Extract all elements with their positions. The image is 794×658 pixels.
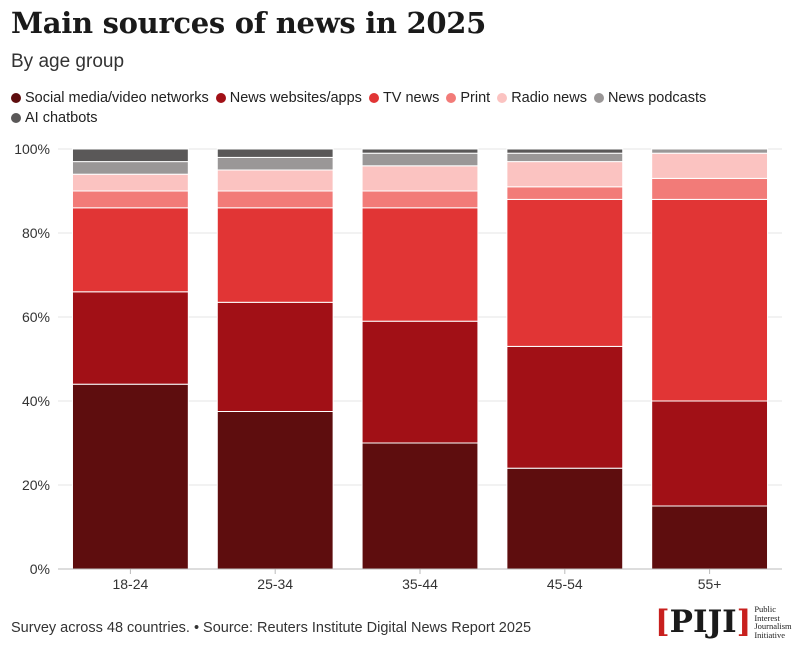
x-tick-label: 25-34 [257, 576, 293, 592]
bar-segment [506, 186, 624, 200]
x-tick-label: 18-24 [112, 576, 148, 592]
legend-label: Social media/video networks [25, 90, 209, 106]
legend-swatch [446, 93, 457, 103]
bar-segment [506, 148, 624, 154]
logo-mark: [PIJI] [655, 604, 752, 640]
legend-swatch [11, 113, 21, 123]
bar-segment [651, 152, 769, 179]
legend-item: News podcasts [593, 89, 707, 107]
bar-segment [216, 301, 334, 412]
stacked-bar-chart: 0% 20% 40% 60% 80% 100% 18-24 25-34 35-44 45-54 55… [14, 141, 782, 592]
source-note: Survey across 48 countries. • Source: Re… [11, 620, 532, 636]
legend-swatch [215, 93, 226, 103]
y-tick-label: 40% [22, 393, 50, 409]
y-tick-label: 100% [14, 141, 50, 157]
bar-segment [506, 467, 624, 570]
bar-segment [216, 169, 334, 192]
legend-label: AI chatbots [25, 110, 98, 126]
bar-segment [361, 148, 479, 154]
y-tick-label: 20% [22, 477, 50, 493]
bar-segment [651, 505, 769, 570]
legend-item: TV news [368, 89, 440, 107]
bar-segment [216, 148, 334, 158]
bar-segment [361, 190, 479, 209]
bar-segment [361, 207, 479, 322]
bar-segment [71, 383, 189, 570]
bar-segment [651, 148, 769, 154]
legend-label: News podcasts [607, 90, 707, 106]
bar-segment [506, 152, 624, 163]
bar-segment [216, 207, 334, 303]
bar-segment [361, 165, 479, 192]
bar-segment [361, 442, 479, 570]
legend-item: News websites/apps [215, 89, 362, 107]
x-tick-label: 35-44 [402, 576, 438, 592]
page-title: Main sources of news in 2025 [11, 6, 486, 40]
bar-segment [71, 190, 189, 209]
bar-segment [651, 177, 769, 200]
logo-text-line: Journalism [754, 621, 792, 631]
bar-segment [216, 190, 334, 209]
x-tick-label: 55+ [698, 576, 722, 592]
bar-segment [71, 148, 189, 163]
logo-text: Public Interest Journalism Initiative [754, 605, 791, 639]
legend-item: Social media/video networks [11, 89, 209, 107]
bar-segment [71, 161, 189, 175]
bar-segment [506, 345, 624, 469]
legend-item: Print [446, 89, 490, 107]
legend-label: News websites/apps [229, 90, 362, 106]
y-tick-label: 60% [22, 309, 50, 325]
legend-label: TV news [382, 90, 440, 106]
bar-segment [651, 400, 769, 507]
legend-swatch [11, 93, 21, 103]
chart-subtitle: By age group [11, 51, 125, 72]
bar-segment [506, 198, 624, 347]
bar-segment [506, 161, 624, 188]
x-tick-label: 45-54 [547, 576, 583, 592]
bar-segment [71, 173, 189, 192]
logo-text-line: Initiative [754, 629, 786, 640]
piji-logo: [PIJI] Public Interest Journalism Initiativ… [655, 604, 792, 640]
bar-segment [216, 156, 334, 171]
logo-text-line: Public [754, 604, 777, 614]
y-tick-label: 80% [22, 225, 50, 241]
legend-swatch [593, 93, 604, 103]
bar-segment [361, 320, 479, 444]
legend-label: Radio news [511, 90, 587, 106]
legend: Social media/video networks News websites… [11, 89, 771, 127]
bar-segment [361, 152, 479, 167]
bar-segment [651, 198, 769, 402]
legend-swatch [497, 93, 508, 103]
logo-text-line: Interest [754, 612, 780, 623]
bar-segment [71, 291, 189, 385]
bar-segment [71, 207, 189, 293]
legend-swatch [368, 93, 379, 103]
legend-item: AI chatbots [11, 109, 98, 127]
y-tick-label: 0% [30, 561, 50, 577]
legend-item: Radio news [497, 89, 587, 107]
bar-segment [216, 411, 334, 570]
legend-label: Print [460, 90, 491, 106]
